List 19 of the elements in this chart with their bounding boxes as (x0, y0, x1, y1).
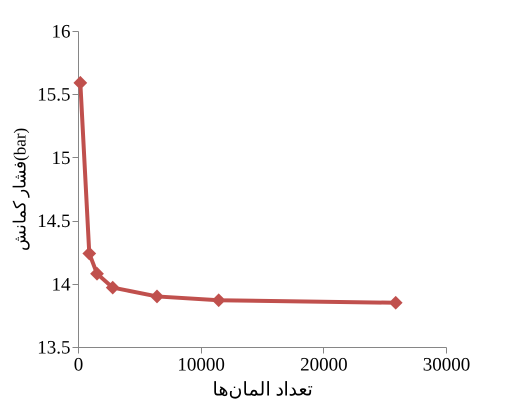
x-tick-label: 20000 (300, 354, 348, 376)
y-tick-label: 14.5 (37, 211, 70, 232)
y-tick-label: 15.5 (37, 84, 70, 106)
point (82, 246, 96, 260)
x-tick-label: 10000 (177, 354, 225, 376)
y-tick-label: 15 (52, 148, 70, 169)
y-axis-title: فشار کمانش(bar) (10, 128, 30, 252)
x-tick-label: 30000 (422, 354, 470, 376)
point (90, 266, 104, 281)
y-tick-label: 16 (52, 22, 70, 42)
point (150, 290, 164, 304)
point (73, 76, 88, 90)
y-tick-label: 13.5 (37, 338, 70, 358)
x-tick-label: 0 (74, 354, 84, 376)
y-tick-label: 14 (52, 274, 71, 296)
x-axis-title: تعداد المان‌ها (212, 380, 312, 400)
point (388, 296, 403, 310)
point (212, 293, 226, 308)
point (106, 280, 120, 294)
